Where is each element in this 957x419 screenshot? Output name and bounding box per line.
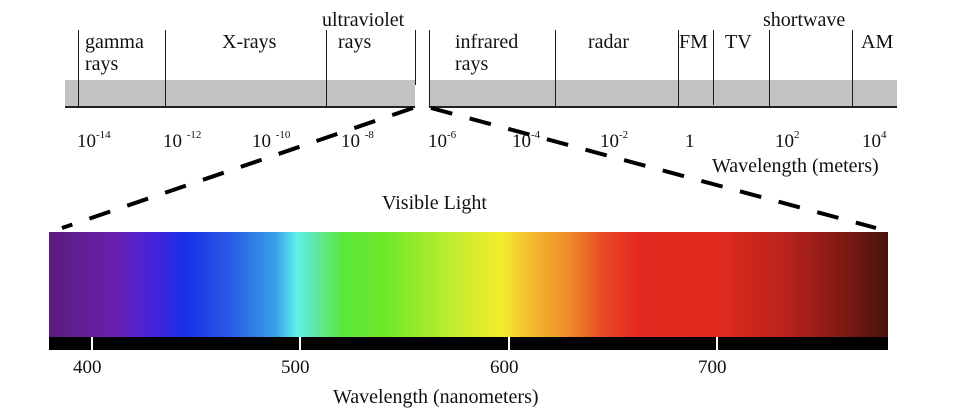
band-label-ultraviolet: ultraviolet rays — [322, 9, 404, 53]
band-divider — [326, 30, 327, 107]
meter-tick-label: 10 -8 — [341, 129, 374, 153]
band-label-infrared: infrared rays — [455, 31, 518, 75]
tick-exponent: -2 — [619, 129, 629, 141]
tick-exponent: -14 — [96, 129, 111, 141]
band-label-line: TV — [725, 31, 752, 53]
em-band-bar-edge-right — [429, 106, 897, 108]
nm-tick-label: 700 — [698, 357, 727, 378]
em-band-bar-left — [65, 80, 415, 107]
tick-base: 10 — [163, 131, 187, 152]
band-label-xrays: X-rays — [222, 31, 276, 53]
nm-tick-label: 600 — [490, 357, 519, 378]
band-divider — [852, 30, 853, 107]
band-label-line: rays — [455, 53, 489, 75]
tick-exponent: -4 — [531, 129, 541, 141]
zoom-line-right — [430, 106, 877, 230]
band-label-line: rays — [85, 53, 119, 75]
tick-base: 10 — [512, 131, 531, 152]
meter-tick-label: 10-4 — [512, 129, 541, 153]
tick-base: 10 — [341, 131, 365, 152]
band-divider — [415, 30, 416, 85]
band-divider — [429, 30, 430, 107]
meter-tick-label: 1 — [685, 131, 695, 153]
meter-tick-label: 102 — [775, 129, 800, 153]
meter-tick-label: 104 — [862, 129, 887, 153]
band-divider — [555, 30, 556, 107]
band-label-line: rays — [338, 31, 372, 53]
meter-tick-label: 10-14 — [77, 129, 111, 153]
meter-tick-label: 10 -10 — [252, 129, 291, 153]
band-label-tv: TV — [725, 31, 752, 53]
band-label-line: AM — [861, 31, 894, 53]
nm-tick-label: 500 — [281, 357, 310, 378]
nm-tick-mark — [299, 337, 301, 350]
band-label-line: gamma — [85, 31, 144, 53]
meter-tick-label: 10 -12 — [163, 129, 202, 153]
nm-tick-label: 400 — [73, 357, 102, 378]
nanometer-axis-bar — [49, 337, 888, 350]
band-label-line: X-rays — [222, 31, 277, 53]
meter-tick-label: 10-2 — [600, 129, 629, 153]
band-label-am: AM — [861, 31, 893, 53]
tick-base: 10 — [77, 131, 96, 152]
tick-exponent: -6 — [447, 129, 457, 141]
band-label-radar: radar — [588, 31, 629, 53]
band-label-line: FM — [679, 31, 708, 53]
tick-base: 10 — [862, 131, 881, 152]
tick-exponent: -8 — [364, 129, 374, 141]
band-label-line: ultraviolet — [322, 9, 405, 31]
tick-base: 10 — [428, 131, 447, 152]
band-divider — [678, 30, 679, 107]
band-label-gamma: gamma rays — [85, 31, 144, 75]
tick-base: 10 — [775, 131, 794, 152]
band-label-fm: FM — [679, 31, 708, 53]
band-divider — [165, 30, 166, 107]
band-label-line: infrared — [455, 31, 519, 53]
em-band-bar-edge-left — [65, 106, 415, 108]
tick-base: 1 — [685, 131, 695, 152]
meters-axis-title: Wavelength (meters) — [712, 155, 879, 177]
band-label-line: radar — [588, 31, 630, 53]
tick-exponent: -10 — [275, 129, 291, 141]
nm-tick-mark — [91, 337, 93, 350]
nm-tick-mark — [716, 337, 718, 350]
tick-exponent: -12 — [186, 129, 202, 141]
band-label-line: shortwave — [763, 9, 846, 31]
tick-exponent: 4 — [881, 129, 887, 141]
em-band-bar-right — [429, 80, 897, 107]
meter-tick-label: 10-6 — [428, 129, 457, 153]
nm-tick-mark — [508, 337, 510, 350]
visible-light-title: Visible Light — [382, 192, 487, 214]
band-divider — [78, 30, 79, 107]
nanometers-axis-title: Wavelength (nanometers) — [333, 386, 539, 408]
tick-base: 10 — [252, 131, 276, 152]
tick-base: 10 — [600, 131, 619, 152]
visible-spectrum-gradient — [49, 232, 888, 337]
tick-exponent: 2 — [794, 129, 800, 141]
band-label-shortwave: shortwave — [763, 9, 845, 31]
band-divider — [769, 30, 770, 107]
band-divider — [713, 30, 714, 105]
zoom-line-left — [61, 106, 414, 230]
